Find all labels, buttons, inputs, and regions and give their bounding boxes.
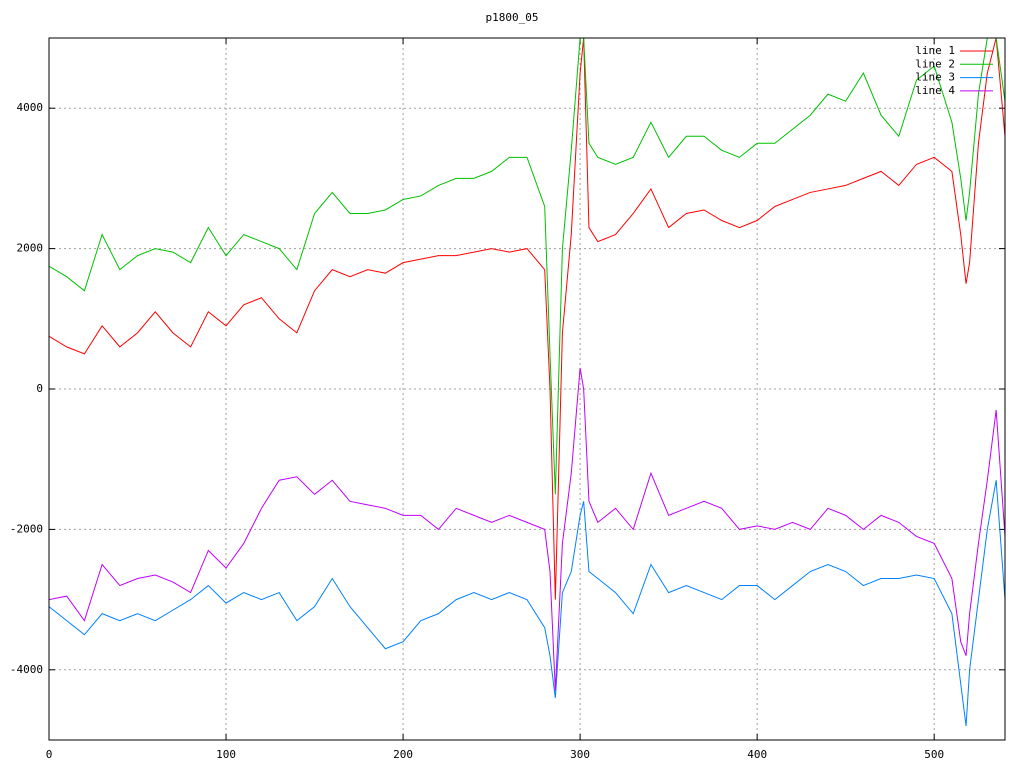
y-tick-label: 0	[36, 382, 43, 395]
x-tick-label: 400	[747, 748, 767, 761]
plot-border	[48, 37, 1006, 741]
legend-label: line 4	[915, 84, 955, 97]
y-tick-label: -4000	[10, 663, 43, 676]
legend-label: line 1	[915, 44, 955, 57]
x-tick-label: 100	[216, 748, 236, 761]
x-tick-label: 200	[393, 748, 413, 761]
y-tick-label: 4000	[17, 101, 44, 114]
legend-label: line 2	[915, 57, 955, 70]
y-tick-label: 2000	[17, 242, 44, 255]
data-line	[49, 480, 1005, 727]
x-tick-label: 500	[924, 748, 944, 761]
legend-label: line 3	[915, 71, 955, 84]
x-tick-label: 300	[570, 748, 590, 761]
x-tick-label: 0	[46, 748, 53, 761]
grid: -4000 -2000 0 2000 4000 0 100 200 300 400 500	[10, 38, 1005, 761]
data-line	[49, 367, 1005, 691]
data-line	[49, 38, 1005, 600]
plot-lines	[49, 38, 1005, 727]
y-tick-label: -2000	[10, 522, 43, 535]
data-line	[49, 38, 1005, 495]
chart-title: p1800_05	[486, 11, 539, 24]
